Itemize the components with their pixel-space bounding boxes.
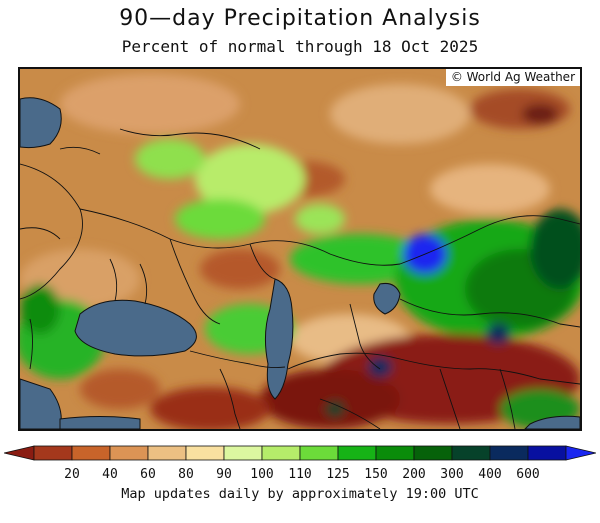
country-borders — [20, 128, 580, 429]
legend-tick-label: 80 — [178, 467, 194, 482]
precipitation-map: © World Ag Weather — [18, 67, 582, 431]
legend-swatch — [489, 445, 529, 461]
map-subtitle: Percent of normal through 18 Oct 2025 — [121, 37, 479, 56]
legend-tick-label: 20 — [64, 467, 80, 482]
legend-tick-label: 125 — [326, 467, 349, 482]
legend-tick-label: 40 — [102, 467, 118, 482]
legend-swatch — [527, 445, 567, 461]
map-canvas — [20, 69, 580, 429]
update-note: Map updates daily by approximately 19:00… — [121, 486, 479, 502]
legend-tick-label: 300 — [440, 467, 463, 482]
water-bodies — [20, 97, 580, 429]
legend-swatch — [337, 445, 377, 461]
legend-swatch — [147, 445, 187, 461]
legend-swatch — [299, 445, 339, 461]
legend-tick-label: 200 — [402, 467, 425, 482]
legend-swatch — [223, 445, 263, 461]
legend-swatch — [451, 445, 491, 461]
copyright-label: © World Ag Weather — [445, 69, 580, 86]
legend-tick-label: 150 — [364, 467, 387, 482]
legend-swatch — [375, 445, 415, 461]
legend-swatch — [185, 445, 225, 461]
legend-swatch-low — [4, 445, 35, 461]
legend-swatch — [261, 445, 301, 461]
legend-tick-label: 600 — [516, 467, 539, 482]
legend-swatch — [71, 445, 111, 461]
legend-tick-label: 90 — [216, 467, 232, 482]
map-title: 90—day Precipitation Analysis — [119, 6, 481, 31]
legend-swatch — [109, 445, 149, 461]
legend-tick-label: 400 — [478, 467, 501, 482]
legend-tick-label: 110 — [288, 467, 311, 482]
legend-tick-label: 60 — [140, 467, 156, 482]
legend-swatch-high — [565, 445, 596, 461]
legend-colorbar: 20 40 60 80 90 100 110 125 150 200 300 400 600 — [4, 445, 596, 482]
legend-swatch — [413, 445, 453, 461]
legend-swatch — [33, 445, 73, 461]
legend-tick-label: 100 — [250, 467, 273, 482]
